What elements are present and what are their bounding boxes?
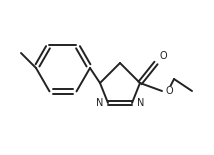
Text: N: N (137, 98, 144, 108)
Text: O: O (160, 51, 168, 61)
Text: O: O (166, 86, 174, 96)
Text: N: N (96, 98, 103, 108)
